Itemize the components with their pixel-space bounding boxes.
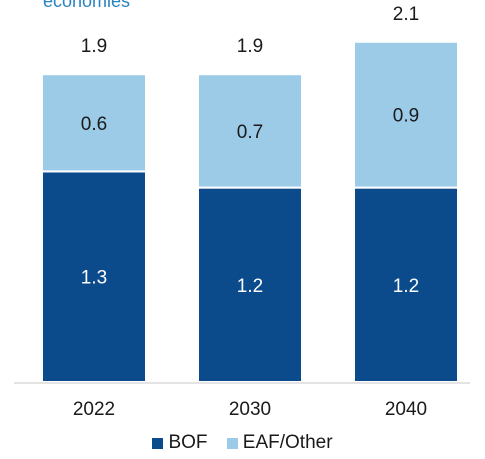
- chart-subtitle-fragment: economies: [43, 0, 131, 11]
- legend-item-bof: BOF: [152, 432, 208, 454]
- bar-eaf-2030: [197, 73, 303, 189]
- data-label-eaf-2030: 0.7: [237, 122, 263, 143]
- x-tick-label-2022: 2022: [73, 399, 115, 420]
- data-label-bof-2022: 1.3: [81, 268, 107, 289]
- data-label-eaf-2022: 0.6: [81, 114, 107, 135]
- bar-bof-2022: [41, 170, 147, 383]
- data-label-bof-2040: 1.2: [393, 276, 419, 297]
- legend-label-eaf: EAF/Other: [242, 432, 333, 453]
- legend-item-eaf: EAF/Other: [226, 432, 333, 454]
- total-label-2022: 1.9: [81, 36, 107, 57]
- data-label-bof-2030: 1.2: [237, 276, 263, 297]
- total-label-2030: 1.9: [237, 36, 263, 57]
- chart-legend: BOF EAF/Other: [0, 432, 485, 455]
- legend-swatch-eaf: [226, 437, 238, 449]
- data-label-eaf-2040: 0.9: [393, 106, 419, 127]
- legend-swatch-bof: [152, 437, 164, 449]
- bar-bof-2040: [353, 186, 459, 383]
- bar-eaf-2022: [41, 73, 147, 173]
- legend-label-bof: BOF: [168, 432, 208, 453]
- bar-eaf-2040: [353, 40, 459, 189]
- total-label-2040: 2.1: [393, 4, 419, 25]
- x-tick-label-2030: 2030: [229, 399, 271, 420]
- bar-bof-2030: [197, 186, 303, 383]
- x-tick-label-2040: 2040: [385, 399, 427, 420]
